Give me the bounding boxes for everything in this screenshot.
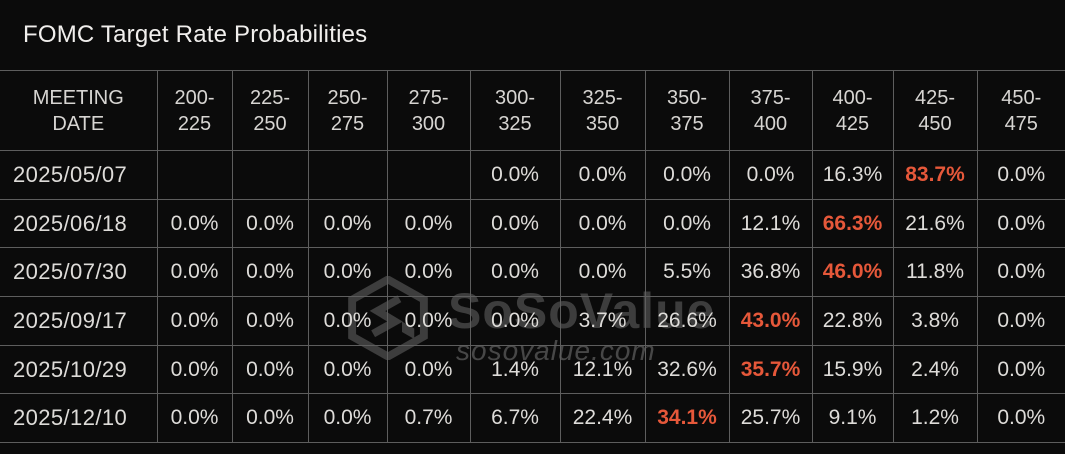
table-header-row: MEETING DATE 200- 225 225- 250 250- 275 275… bbox=[0, 70, 1065, 151]
probability-cell: 0.0% bbox=[469, 247, 561, 298]
rate-range-header: 250- 275 bbox=[307, 70, 388, 151]
probability-cell: 35.7% bbox=[728, 344, 813, 395]
rate-range-header: 450- 475 bbox=[976, 70, 1065, 151]
rate-range-header: 400- 425 bbox=[811, 70, 894, 151]
page-title: FOMC Target Rate Probabilities bbox=[23, 21, 368, 48]
probability-cell: 2.4% bbox=[892, 344, 978, 395]
probability-cell: 0.7% bbox=[386, 393, 471, 444]
probability-cell: 0.0% bbox=[156, 296, 233, 346]
probability-cell: 0.0% bbox=[307, 296, 388, 346]
probability-cell: 22.8% bbox=[811, 296, 894, 346]
probability-cell: 0.0% bbox=[559, 150, 646, 200]
rate-range-header: 350- 375 bbox=[644, 70, 730, 151]
probability-cell: 0.0% bbox=[644, 150, 730, 200]
probability-cell: 0.0% bbox=[156, 344, 233, 395]
probability-cell: 12.1% bbox=[559, 344, 646, 395]
table-row: 2025/09/17 0.0% 0.0% 0.0% 0.0% 0.0% 3.7% 26.6% 4… bbox=[0, 296, 1065, 346]
probability-cell: 0.0% bbox=[976, 344, 1065, 395]
probability-cell: 0.0% bbox=[156, 393, 233, 444]
probability-cell: 12.1% bbox=[728, 198, 813, 249]
fomc-probabilities-table: MEETING DATE 200- 225 225- 250 250- 275 275… bbox=[0, 70, 1065, 444]
rate-range-header: 200- 225 bbox=[156, 70, 233, 151]
probability-cell: 34.1% bbox=[644, 393, 730, 444]
table-row: 2025/05/07 0.0% 0.0% 0.0% 0.0% 16.3% 83.7% 0.0% bbox=[0, 150, 1065, 200]
probability-cell: 0.0% bbox=[386, 344, 471, 395]
meeting-date-cell: 2025/10/29 bbox=[0, 344, 158, 395]
probability-cell: 22.4% bbox=[559, 393, 646, 444]
probability-cell: 25.7% bbox=[728, 393, 813, 444]
meeting-date-cell: 2025/05/07 bbox=[0, 150, 158, 200]
probability-cell: 43.0% bbox=[728, 296, 813, 346]
probability-cell: 0.0% bbox=[728, 150, 813, 200]
probability-cell: 26.6% bbox=[644, 296, 730, 346]
probability-cell: 11.8% bbox=[892, 247, 978, 298]
table-row: 2025/10/29 0.0% 0.0% 0.0% 0.0% 1.4% 12.1% 32.6%… bbox=[0, 344, 1065, 395]
probability-cell: 0.0% bbox=[976, 198, 1065, 249]
meeting-date-cell: 2025/07/30 bbox=[0, 247, 158, 298]
probability-cell: 66.3% bbox=[811, 198, 894, 249]
table-row: 2025/06/18 0.0% 0.0% 0.0% 0.0% 0.0% 0.0% 0.0% 12… bbox=[0, 198, 1065, 249]
title-bar: FOMC Target Rate Probabilities bbox=[0, 0, 1065, 70]
rate-range-header: 300- 325 bbox=[469, 70, 561, 151]
probability-cell: 3.7% bbox=[559, 296, 646, 346]
probability-cell: 0.0% bbox=[559, 198, 646, 249]
meeting-date-cell: 2025/12/10 bbox=[0, 393, 158, 444]
probability-cell: 46.0% bbox=[811, 247, 894, 298]
probability-cell: 0.0% bbox=[156, 247, 233, 298]
rate-range-header: 325- 350 bbox=[559, 70, 646, 151]
probability-cell: 0.0% bbox=[976, 247, 1065, 298]
probability-cell: 0.0% bbox=[644, 198, 730, 249]
probability-cell bbox=[231, 150, 309, 200]
probability-cell: 0.0% bbox=[469, 150, 561, 200]
probability-cell: 0.0% bbox=[386, 296, 471, 346]
probability-cell: 0.0% bbox=[386, 247, 471, 298]
meeting-date-cell: 2025/09/17 bbox=[0, 296, 158, 346]
probability-cell: 1.4% bbox=[469, 344, 561, 395]
probability-cell: 32.6% bbox=[644, 344, 730, 395]
probability-cell: 0.0% bbox=[976, 150, 1065, 200]
table-row: 2025/12/10 0.0% 0.0% 0.0% 0.7% 6.7% 22.4% 34.1%… bbox=[0, 393, 1065, 444]
rate-range-header: 425- 450 bbox=[892, 70, 978, 151]
probability-cell bbox=[307, 150, 388, 200]
probability-cell: 0.0% bbox=[156, 198, 233, 249]
probability-cell: 21.6% bbox=[892, 198, 978, 249]
probability-cell: 0.0% bbox=[231, 393, 309, 444]
probability-cell: 0.0% bbox=[307, 393, 388, 444]
probability-cell: 9.1% bbox=[811, 393, 894, 444]
rate-range-header: 375- 400 bbox=[728, 70, 813, 151]
rate-range-header: 275- 300 bbox=[386, 70, 471, 151]
meeting-date-cell: 2025/06/18 bbox=[0, 198, 158, 249]
table-row: 2025/07/30 0.0% 0.0% 0.0% 0.0% 0.0% 0.0% 5.5% 36… bbox=[0, 247, 1065, 298]
meeting-date-header: MEETING DATE bbox=[0, 70, 158, 151]
probability-cell: 0.0% bbox=[231, 296, 309, 346]
probability-cell: 5.5% bbox=[644, 247, 730, 298]
probability-cell: 0.0% bbox=[559, 247, 646, 298]
probability-cell: 0.0% bbox=[307, 247, 388, 298]
table-body: 2025/05/07 0.0% 0.0% 0.0% 0.0% 16.3% 83.7% 0.0%… bbox=[0, 150, 1065, 444]
probability-cell: 3.8% bbox=[892, 296, 978, 346]
probability-cell bbox=[386, 150, 471, 200]
probability-cell: 0.0% bbox=[976, 296, 1065, 346]
probability-cell: 0.0% bbox=[307, 198, 388, 249]
probability-cell: 6.7% bbox=[469, 393, 561, 444]
probability-cell: 0.0% bbox=[386, 198, 471, 249]
probability-cell: 0.0% bbox=[231, 344, 309, 395]
probability-cell: 0.0% bbox=[469, 198, 561, 249]
probability-cell: 0.0% bbox=[231, 247, 309, 298]
probability-cell: 0.0% bbox=[469, 296, 561, 346]
probability-cell: 0.0% bbox=[307, 344, 388, 395]
probability-cell: 15.9% bbox=[811, 344, 894, 395]
probability-cell: 83.7% bbox=[892, 150, 978, 200]
probability-cell bbox=[156, 150, 233, 200]
probability-cell: 36.8% bbox=[728, 247, 813, 298]
probability-cell: 1.2% bbox=[892, 393, 978, 444]
probability-cell: 0.0% bbox=[976, 393, 1065, 444]
probability-cell: 16.3% bbox=[811, 150, 894, 200]
rate-range-header: 225- 250 bbox=[231, 70, 309, 151]
probability-cell: 0.0% bbox=[231, 198, 309, 249]
